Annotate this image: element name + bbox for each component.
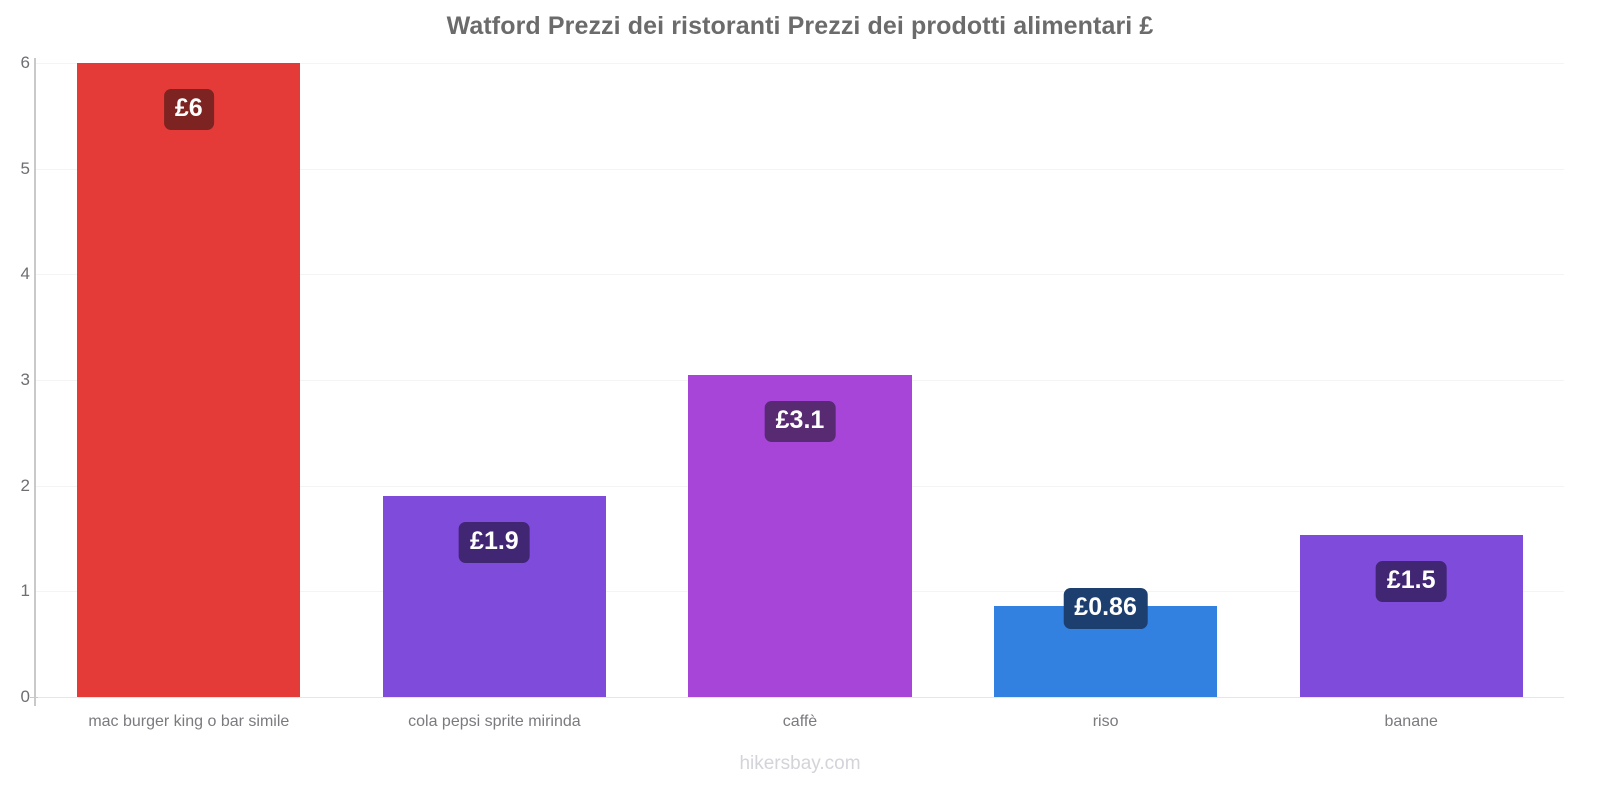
x-tick-label: caffè <box>782 713 818 730</box>
bar[interactable]: £1.9 <box>382 496 606 697</box>
bar-value-label: £0.86 <box>1063 588 1148 630</box>
bar-value-label: £3.1 <box>764 400 836 442</box>
gridline-0 <box>34 697 1564 698</box>
gridline-4 <box>34 274 1564 276</box>
gridline-5 <box>34 168 1564 170</box>
gridline-6 <box>34 63 1564 64</box>
y-axis-line <box>34 58 36 706</box>
bar[interactable]: £1.5 <box>1299 535 1523 697</box>
bar-value-label: £6 <box>163 89 214 130</box>
bar[interactable]: £6 <box>77 63 301 697</box>
y-axis-zero-tick <box>30 697 38 698</box>
footer-watermark: hikersbay.com <box>739 753 861 774</box>
x-tick-label: cola pepsi sprite mirinda <box>408 713 581 730</box>
bar[interactable]: £0.86 <box>994 588 1218 697</box>
y-tick-label-3: 3 <box>20 370 30 389</box>
x-tick-label: riso <box>1092 713 1119 730</box>
y-tick-label-5: 5 <box>20 158 30 178</box>
chart-title: Watford Prezzi dei ristoranti Prezzi dei… <box>446 12 1154 40</box>
y-tick-label-1: 1 <box>20 581 30 601</box>
x-tick-label: banane <box>1384 713 1438 730</box>
y-axis-tick-labels: 0 1 2 3 4 5 6 <box>0 0 30 800</box>
x-tick-label: mac burger king o bar simile <box>88 713 290 730</box>
bar-value-label: £1.5 <box>1375 561 1447 603</box>
y-tick-label-0: 0 <box>20 687 30 706</box>
y-tick-label-6: 6 <box>20 53 30 72</box>
y-tick-label-4: 4 <box>20 264 30 284</box>
bar-value-label: £1.9 <box>459 522 530 564</box>
bar[interactable]: £3.1 <box>688 374 912 697</box>
y-tick-label-2: 2 <box>20 475 30 495</box>
